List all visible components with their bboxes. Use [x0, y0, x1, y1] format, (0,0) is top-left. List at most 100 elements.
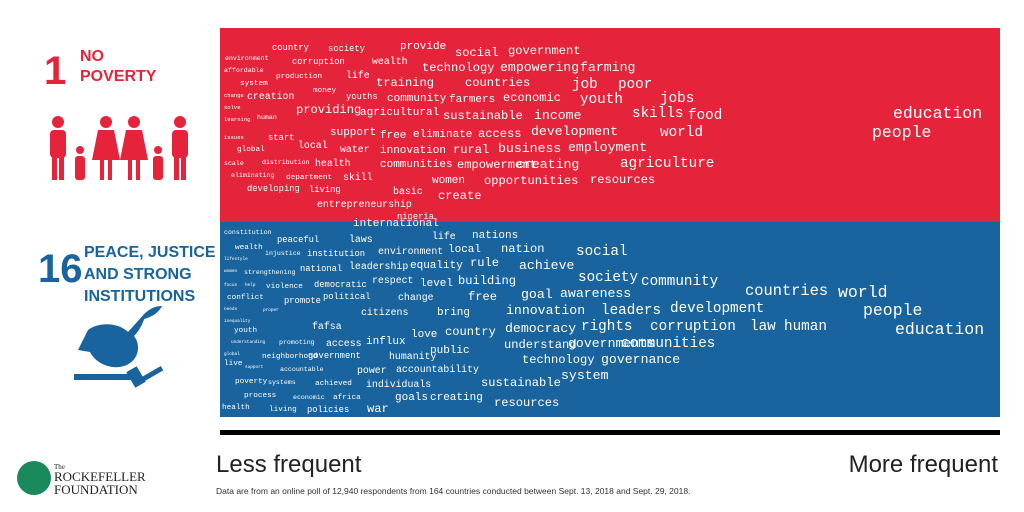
- cloud-word: equality: [410, 260, 463, 272]
- cloud-word: promote: [284, 296, 321, 306]
- cloud-word: creating: [516, 157, 579, 172]
- cloud-word: agricultural: [360, 107, 439, 119]
- cloud-word: building: [458, 274, 516, 288]
- sdg-title: NO: [80, 48, 104, 65]
- cloud-word: understanding: [231, 340, 266, 345]
- cloud-word: department: [286, 174, 332, 182]
- cloud-word: resources: [590, 173, 655, 187]
- panel-poverty: [220, 28, 1000, 222]
- cloud-word: environment: [378, 246, 443, 257]
- cloud-word: national: [300, 264, 342, 274]
- cloud-word: innovation: [506, 303, 585, 318]
- cloud-word: governments: [568, 336, 655, 351]
- footnote: Data are from an online poll of 12,940 r…: [216, 486, 690, 496]
- cloud-word: distribution: [262, 159, 310, 166]
- scale-bar: [220, 430, 1000, 435]
- cloud-word: innovation: [380, 145, 446, 157]
- sdg-number: 1: [44, 49, 66, 93]
- cloud-word: environment: [225, 55, 269, 62]
- logo-line: ROCKEFELLER: [54, 469, 146, 484]
- cloud-word: farmers: [449, 94, 495, 106]
- cloud-word: sustainable: [443, 109, 523, 123]
- cloud-word: global: [224, 352, 240, 357]
- cloud-word: world: [660, 125, 703, 141]
- cloud-word: corruption: [650, 319, 736, 335]
- cloud-word: employment: [568, 140, 647, 155]
- cloud-word: community: [387, 93, 447, 105]
- cloud-word: training: [376, 76, 434, 90]
- cloud-word: systems: [268, 379, 296, 386]
- cloud-word: development: [670, 301, 764, 317]
- cloud-word: poor: [618, 77, 652, 93]
- cloud-word: human: [257, 114, 277, 121]
- cloud-word: government: [508, 44, 581, 58]
- cloud-word: youth: [580, 92, 623, 108]
- cloud-word: help: [245, 283, 256, 288]
- cloud-word: communities: [621, 336, 715, 352]
- cloud-word: eliminating: [231, 172, 275, 179]
- cloud-word: citizens: [361, 307, 408, 318]
- cloud-word: wealth: [372, 56, 408, 67]
- cloud-word: technology: [522, 353, 595, 367]
- cloud-word: policies: [307, 405, 349, 415]
- cloud-word: social: [455, 46, 499, 60]
- cloud-word: technology: [422, 61, 495, 75]
- cloud-word: democracy: [505, 321, 576, 336]
- cloud-word: access: [326, 338, 362, 349]
- cloud-word: wealth: [235, 244, 263, 252]
- cloud-word: society: [328, 44, 365, 54]
- cloud-word: promoting: [279, 339, 315, 346]
- cloud-word: countries: [745, 282, 828, 300]
- cloud-word: governance: [601, 352, 680, 367]
- cloud-word: rule: [470, 256, 499, 270]
- cloud-word: nations: [472, 230, 518, 242]
- cloud-word: influx: [366, 336, 406, 348]
- poverty-icon: [50, 116, 188, 180]
- cloud-word: understand: [504, 338, 577, 352]
- cloud-word: empowering: [500, 60, 579, 75]
- cloud-word: level: [420, 278, 453, 290]
- panel-peace: [220, 222, 1000, 417]
- cloud-word: support: [245, 365, 264, 370]
- cloud-word: human: [784, 319, 827, 335]
- scale-right: More frequent: [849, 451, 999, 478]
- cloud-word: respect: [372, 275, 413, 286]
- cloud-word: food: [688, 108, 722, 124]
- cloud-word: youth: [234, 327, 257, 335]
- cloud-word: goal: [521, 287, 553, 302]
- cloud-word: scale: [224, 160, 244, 167]
- cloud-word: fafsa: [312, 321, 342, 332]
- cloud-word: live: [224, 360, 243, 368]
- cloud-word: bring: [437, 307, 470, 319]
- cloud-word: communities: [380, 159, 453, 171]
- cloud-word: living: [269, 406, 297, 414]
- sdg-title: INSTITUTIONS: [84, 288, 195, 305]
- cloud-word: local: [298, 140, 328, 151]
- cloud-word: life: [432, 231, 456, 242]
- cloud-word: war: [367, 402, 389, 416]
- cloud-word: inequality: [224, 319, 251, 324]
- logo-globe: [17, 461, 51, 495]
- cloud-word: rural: [453, 143, 489, 157]
- cloud-word: income: [534, 108, 582, 123]
- cloud-word: education: [893, 104, 982, 123]
- cloud-word: job: [572, 77, 598, 93]
- cloud-word: leaders: [601, 303, 661, 319]
- cloud-word: developing: [247, 184, 300, 194]
- cloud-word: rights: [581, 319, 632, 335]
- cloud-word: support: [330, 127, 376, 139]
- cloud-word: countries: [465, 76, 530, 90]
- cloud-word: jobs: [660, 91, 694, 107]
- cloud-word: money: [313, 87, 336, 95]
- cloud-word: start: [268, 133, 294, 143]
- cloud-word: system: [240, 80, 268, 88]
- cloud-word: people: [872, 123, 931, 142]
- cloud-word: life: [346, 70, 370, 81]
- cloud-word: country: [445, 325, 496, 339]
- cloud-word: constitution: [224, 229, 272, 236]
- cloud-word: individuals: [366, 379, 431, 390]
- cloud-word: democratic: [314, 280, 367, 290]
- cloud-word: economic: [503, 91, 561, 105]
- cloud-word: humanity: [389, 351, 436, 362]
